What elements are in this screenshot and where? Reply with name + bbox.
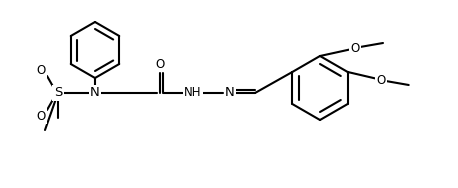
Text: S: S	[54, 86, 62, 99]
Text: O: O	[36, 109, 46, 123]
Text: O: O	[350, 42, 360, 55]
Text: O: O	[155, 58, 164, 70]
Text: NH: NH	[184, 86, 202, 99]
Text: O: O	[376, 74, 385, 86]
Text: N: N	[225, 86, 235, 99]
Text: O: O	[36, 64, 46, 77]
Text: N: N	[90, 86, 100, 99]
